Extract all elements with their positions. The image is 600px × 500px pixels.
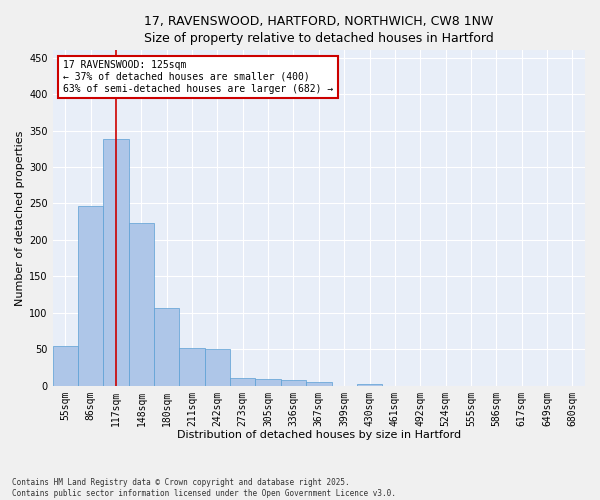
Bar: [357, 384, 382, 386]
Bar: [154, 308, 179, 386]
Bar: [53, 346, 78, 386]
Bar: [129, 223, 154, 386]
Bar: [205, 350, 230, 386]
Bar: [306, 382, 332, 386]
Bar: [103, 140, 129, 386]
Bar: [230, 378, 256, 386]
X-axis label: Distribution of detached houses by size in Hartford: Distribution of detached houses by size …: [177, 430, 461, 440]
Text: 17 RAVENSWOOD: 125sqm
← 37% of detached houses are smaller (400)
63% of semi-det: 17 RAVENSWOOD: 125sqm ← 37% of detached …: [63, 60, 334, 94]
Bar: [78, 206, 103, 386]
Bar: [179, 348, 205, 386]
Text: Contains HM Land Registry data © Crown copyright and database right 2025.
Contai: Contains HM Land Registry data © Crown c…: [12, 478, 396, 498]
Bar: [281, 380, 306, 386]
Title: 17, RAVENSWOOD, HARTFORD, NORTHWICH, CW8 1NW
Size of property relative to detach: 17, RAVENSWOOD, HARTFORD, NORTHWICH, CW8…: [144, 15, 494, 45]
Bar: [256, 379, 281, 386]
Y-axis label: Number of detached properties: Number of detached properties: [15, 130, 25, 306]
